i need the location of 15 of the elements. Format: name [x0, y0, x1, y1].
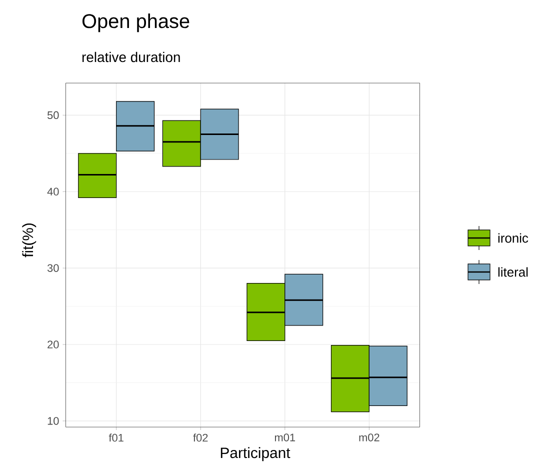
x-tick-label: f01 [108, 434, 124, 442]
chart-subtitle: relative duration [82, 52, 180, 62]
y-tick-label: 40 [47, 188, 59, 196]
legend-label: literal [498, 267, 528, 277]
x-tick-label: f02 [193, 434, 208, 442]
y-tick-label: 30 [47, 264, 59, 272]
y-tick-label: 10 [48, 417, 59, 425]
y-axis-title: fit(%) [22, 223, 36, 258]
x-tick-label: m02 [359, 434, 380, 442]
y-tick-label: 50 [47, 111, 59, 120]
x-axis-title: Participant [220, 447, 290, 462]
x-tick-label: m01 [274, 434, 296, 442]
y-tick-label: 20 [48, 340, 59, 348]
legend-label: ironic [498, 233, 528, 243]
chart-title: Open phase [82, 14, 190, 32]
